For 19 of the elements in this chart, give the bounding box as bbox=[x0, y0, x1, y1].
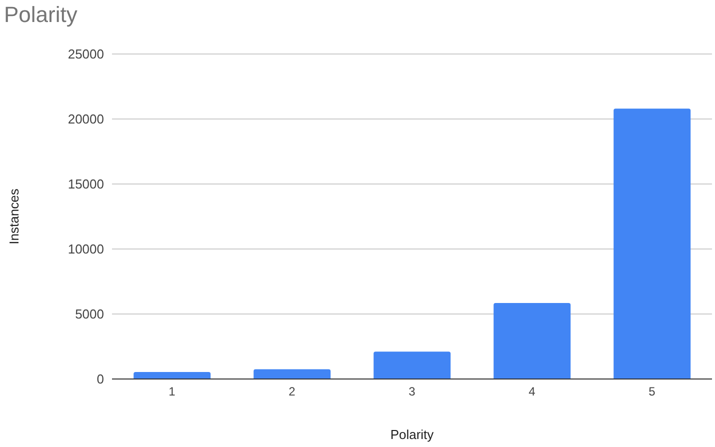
y-tick-label: 15000 bbox=[68, 176, 104, 192]
y-tick-label: 20000 bbox=[68, 112, 104, 127]
bar bbox=[494, 302, 571, 379]
bar bbox=[134, 372, 211, 379]
y-tick-label: 5000 bbox=[75, 306, 104, 322]
y-tick-label: 25000 bbox=[68, 46, 104, 62]
bar bbox=[254, 369, 331, 379]
x-axis-title: Polarity bbox=[390, 427, 434, 442]
y-tick-label: 10000 bbox=[68, 242, 104, 257]
bar bbox=[614, 108, 691, 379]
y-tick-label: 0 bbox=[96, 372, 104, 387]
x-tick-label: 5 bbox=[648, 384, 656, 399]
x-tick-label: 1 bbox=[168, 384, 176, 399]
x-tick-label: 3 bbox=[408, 384, 416, 399]
x-tick-label: 2 bbox=[288, 384, 296, 399]
y-axis-title: Instances bbox=[6, 188, 22, 244]
x-tick-label: 4 bbox=[528, 384, 536, 399]
bar bbox=[374, 352, 451, 379]
chart-title: Polarity bbox=[4, 2, 78, 28]
